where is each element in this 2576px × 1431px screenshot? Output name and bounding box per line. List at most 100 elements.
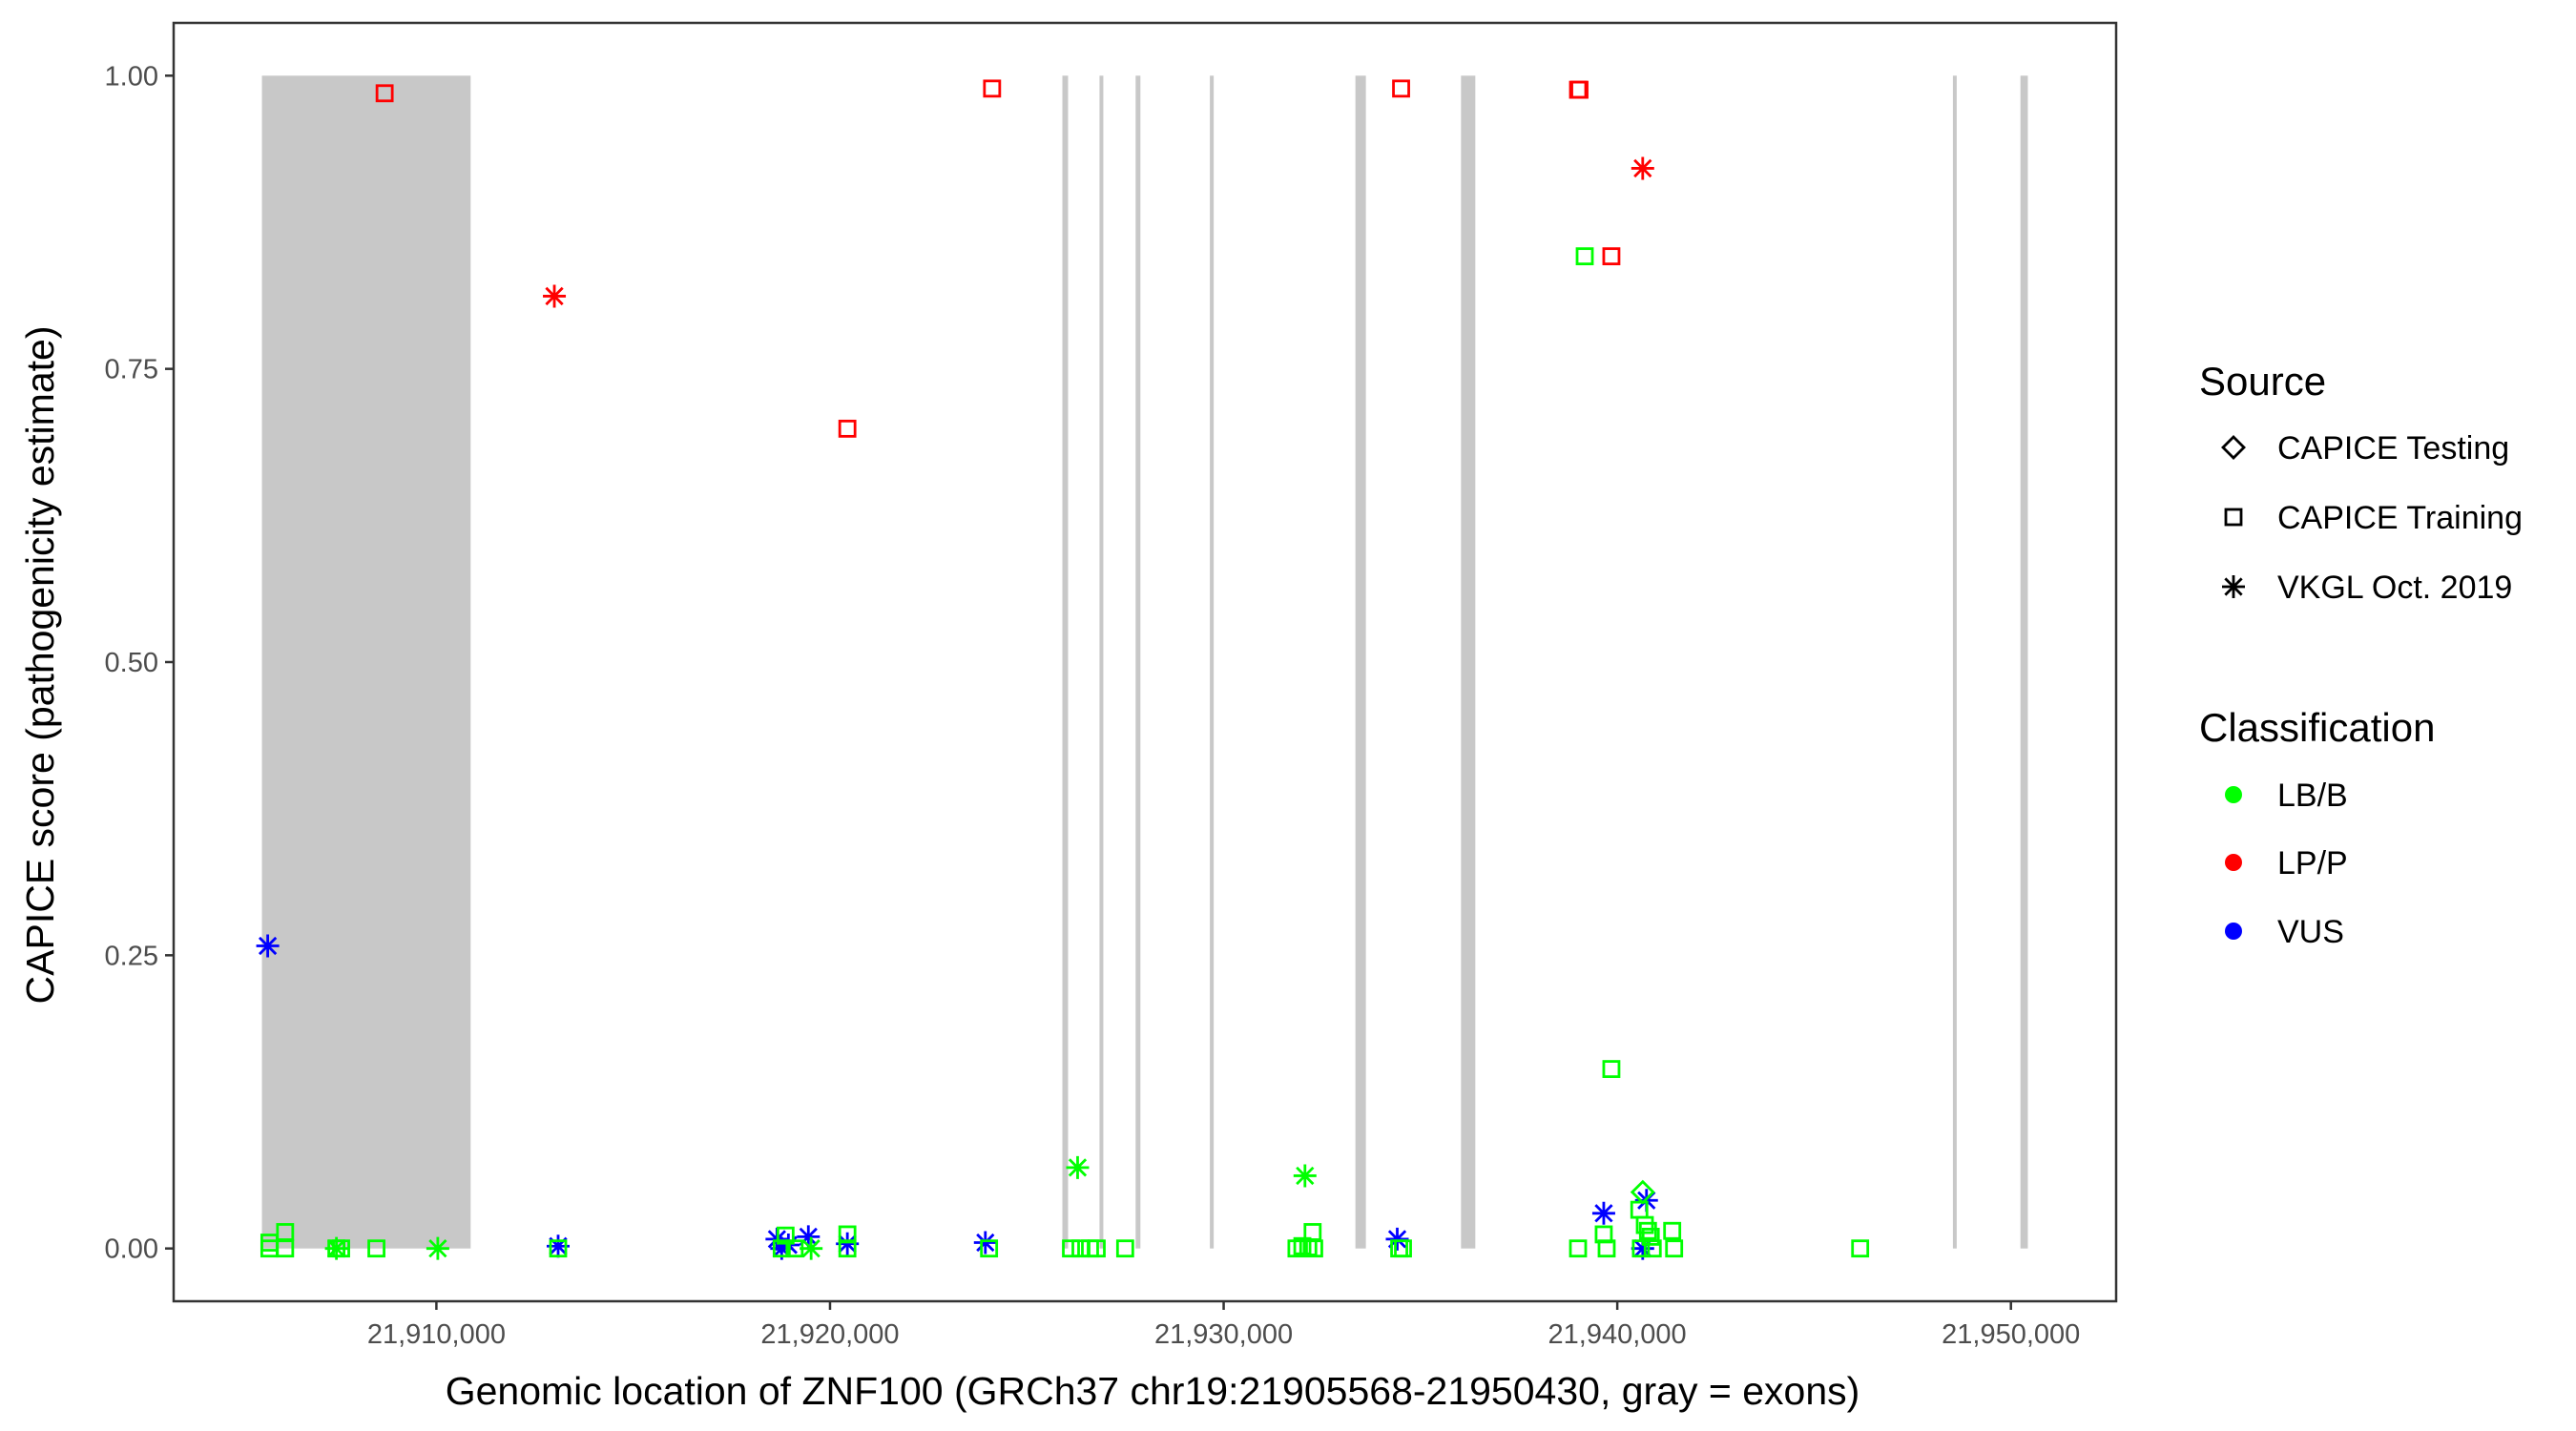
data-point	[838, 1239, 857, 1258]
exon-band	[1355, 75, 1366, 1249]
data-point	[1071, 1239, 1090, 1258]
data-point	[1635, 1215, 1654, 1234]
data-point	[1088, 1239, 1106, 1258]
square-marker	[1631, 1239, 1651, 1258]
legend-key-dot-icon	[2225, 786, 2242, 803]
legend-item-lb-b: LB/B	[2225, 778, 2348, 814]
asterisk-marker	[800, 1236, 823, 1260]
square-marker	[1570, 80, 1589, 99]
data-point	[1394, 1239, 1412, 1258]
data-point	[1631, 156, 1654, 180]
x-tick-label: 21,940,000	[1548, 1319, 1687, 1350]
legend-source-title: Source	[2199, 359, 2326, 404]
data-point	[1851, 1239, 1870, 1258]
asterisk-marker	[1066, 1155, 1090, 1179]
y-tick-label: 0.75	[105, 355, 158, 385]
data-point	[838, 419, 857, 438]
legend-label: VUS	[2277, 914, 2344, 950]
exon-band	[1952, 75, 1957, 1249]
square-marker	[1638, 1221, 1657, 1240]
data-point	[1602, 247, 1621, 266]
x-tick-label: 21,910,000	[367, 1319, 506, 1350]
exon-band	[1461, 75, 1476, 1249]
asterisk-marker	[547, 1234, 571, 1258]
data-point	[770, 1236, 794, 1260]
square-marker	[980, 1239, 999, 1258]
y-tick-label: 0.25	[105, 941, 158, 971]
data-point	[1663, 1221, 1682, 1240]
square-marker	[375, 84, 394, 103]
legend-classification-title: Classification	[2199, 705, 2435, 750]
data-point	[800, 1236, 823, 1260]
x-tick-label: 21,930,000	[1154, 1319, 1293, 1350]
legend-label: CAPICE Training	[2277, 500, 2523, 536]
asterisk-marker	[1293, 1164, 1317, 1188]
square-marker	[1630, 1200, 1649, 1219]
asterisk-marker	[836, 1232, 860, 1255]
data-point	[276, 1239, 295, 1258]
square-marker	[1602, 1060, 1621, 1078]
square-marker	[1062, 1239, 1080, 1258]
exon-band	[1099, 75, 1104, 1249]
asterisk-marker	[1631, 156, 1654, 180]
asterisk-marker	[543, 284, 567, 308]
x-tick-label: 21,950,000	[1942, 1319, 2080, 1350]
y-tick-label: 1.00	[105, 61, 158, 92]
data-point	[547, 1234, 571, 1258]
square-marker	[1071, 1239, 1090, 1258]
asterisk-marker	[973, 1231, 997, 1255]
data-point	[1305, 1239, 1323, 1258]
square-marker	[838, 1239, 857, 1258]
square-marker	[1635, 1215, 1654, 1234]
y-axis: 0.00 0.25 0.50 0.75 1.00	[105, 61, 174, 1265]
legend-label: LP/P	[2277, 845, 2348, 881]
square-marker	[1575, 247, 1594, 266]
legend-key-diamond-icon	[2221, 435, 2246, 460]
data-point	[1631, 1236, 1654, 1260]
square-marker	[1663, 1221, 1682, 1240]
legend-item-capice-training: CAPICE Training	[2224, 500, 2523, 536]
data-point	[776, 1226, 795, 1245]
asterisk-marker	[426, 1236, 449, 1260]
legend-key-dot-icon	[2225, 854, 2242, 871]
exon-band	[261, 75, 471, 1249]
asterisk-marker	[1385, 1227, 1409, 1251]
square-marker	[1665, 1239, 1684, 1258]
data-point	[1630, 1200, 1649, 1219]
square-marker	[1392, 79, 1410, 98]
data-point	[1631, 1239, 1651, 1258]
square-marker	[772, 1239, 791, 1258]
legend-key-square-icon	[2224, 508, 2243, 527]
legend-label: CAPICE Testing	[2277, 430, 2509, 467]
asterisk-marker	[324, 1236, 348, 1260]
asterisk-marker	[2222, 575, 2245, 598]
data-point	[324, 1236, 348, 1260]
square-marker	[1641, 1227, 1660, 1246]
asterisk-marker	[1631, 1236, 1654, 1260]
exon-band	[2020, 75, 2028, 1249]
square-marker	[838, 419, 857, 438]
data-point	[375, 84, 394, 103]
x-tick-label: 21,920,000	[760, 1319, 899, 1350]
data-point	[1115, 1239, 1134, 1258]
legend-item-vus: VUS	[2225, 914, 2344, 950]
square-marker	[1394, 1239, 1412, 1258]
square-marker	[549, 1239, 568, 1258]
square-marker	[1568, 1239, 1588, 1258]
asterisk-marker	[770, 1236, 794, 1260]
data-point	[1062, 1239, 1080, 1258]
data-point	[367, 1239, 385, 1258]
legend-key-asterisk-icon	[2222, 575, 2245, 598]
data-point	[1638, 1221, 1657, 1240]
data-point	[980, 1239, 999, 1258]
x-axis: 21,910,000 21,920,000 21,930,000 21,940,000…	[367, 1301, 2080, 1350]
square-marker	[1115, 1239, 1134, 1258]
square-marker	[276, 1239, 295, 1258]
square-marker	[983, 79, 1002, 98]
square-marker	[2224, 508, 2243, 527]
data-point	[1066, 1155, 1090, 1179]
legend-label: VKGL Oct. 2019	[2277, 570, 2512, 606]
asterisk-marker	[797, 1225, 821, 1249]
data-point	[1643, 1239, 1662, 1258]
